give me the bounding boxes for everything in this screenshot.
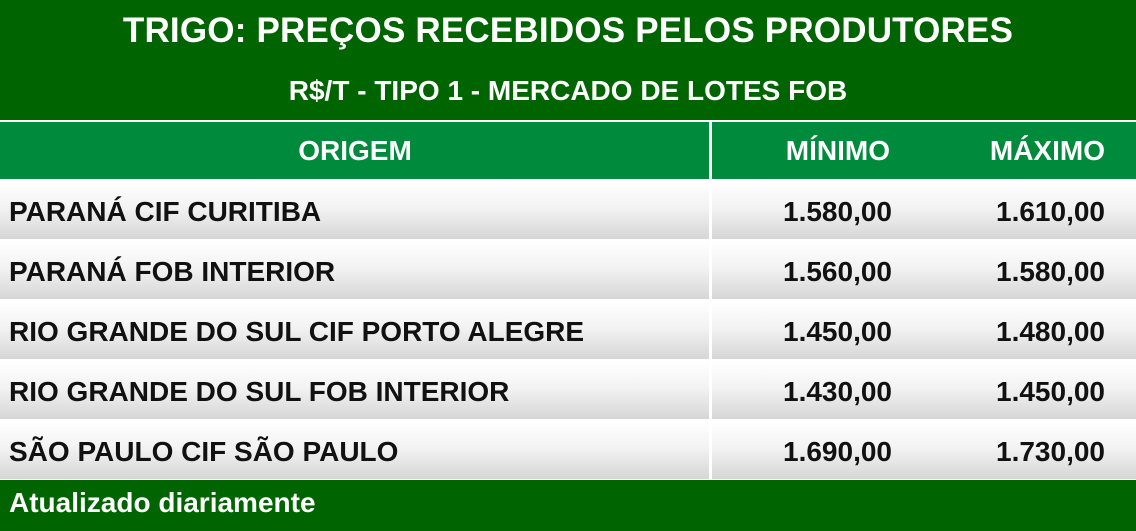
- table-title: TRIGO: PREÇOS RECEBIDOS PELOS PRODUTORES: [122, 11, 1014, 50]
- column-header-origem: ORIGEM: [298, 135, 412, 166]
- cell-origem: SÃO PAULO CIF SÃO PAULO: [9, 436, 399, 467]
- cell-maximo: 1.610,00: [996, 196, 1105, 227]
- table-subtitle: R$/T - TIPO 1 - MERCADO DE LOTES FOB: [288, 75, 848, 106]
- title-band: TRIGO: PREÇOS RECEBIDOS PELOS PRODUTORES…: [0, 0, 1136, 120]
- cell-minimo: 1.690,00: [783, 436, 892, 467]
- table-row: PARANÁ FOB INTERIOR 1.560,00 1.580,00: [0, 241, 1136, 299]
- footer-band: Atualizado diariamente: [0, 480, 1136, 531]
- cell-origem: PARANÁ FOB INTERIOR: [9, 256, 336, 287]
- update-note: Atualizado diariamente: [9, 487, 316, 518]
- table-row: RIO GRANDE DO SUL FOB INTERIOR 1.430,00 …: [0, 361, 1136, 419]
- cell-origem: RIO GRANDE DO SUL CIF PORTO ALEGRE: [9, 316, 585, 347]
- cell-maximo: 1.580,00: [996, 256, 1105, 287]
- cell-origem: RIO GRANDE DO SUL FOB INTERIOR: [9, 376, 510, 407]
- table-row: SÃO PAULO CIF SÃO PAULO 1.690,00 1.730,0…: [0, 421, 1136, 479]
- column-header-maximo: MÁXIMO: [989, 135, 1105, 166]
- cell-maximo: 1.480,00: [996, 316, 1105, 347]
- table-row: PARANÁ CIF CURITIBA 1.580,00 1.610,00: [0, 181, 1136, 239]
- cell-minimo: 1.580,00: [783, 196, 892, 227]
- cell-minimo: 1.450,00: [783, 316, 892, 347]
- table-row: RIO GRANDE DO SUL CIF PORTO ALEGRE 1.450…: [0, 301, 1136, 359]
- cell-minimo: 1.560,00: [783, 256, 892, 287]
- column-header-minimo: MÍNIMO: [785, 135, 890, 166]
- cell-maximo: 1.730,00: [996, 436, 1105, 467]
- column-header-row: ORIGEM MÍNIMO MÁXIMO: [0, 122, 1136, 179]
- cell-origem: PARANÁ CIF CURITIBA: [9, 196, 322, 227]
- cell-minimo: 1.430,00: [783, 376, 892, 407]
- column-divider: [709, 122, 712, 482]
- cell-maximo: 1.450,00: [996, 376, 1105, 407]
